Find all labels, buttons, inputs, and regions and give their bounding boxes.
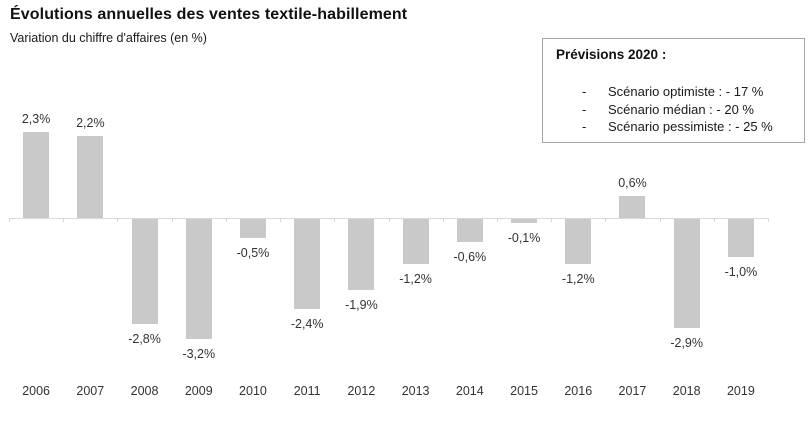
x-tick-label-2013: 2013	[401, 384, 430, 398]
value-label-2015: -0,1%	[507, 230, 541, 245]
bar-2008	[131, 219, 158, 324]
forecast-item-median: - Scénario médian : - 20 %	[543, 101, 804, 119]
x-tick-label-2011: 2011	[293, 384, 321, 398]
forecast-2020-box: Prévisions 2020 : - Scénario optimiste :…	[542, 38, 805, 143]
x-tick-label-2015: 2015	[510, 384, 538, 398]
forecast-box-title: Prévisions 2020 :	[556, 47, 667, 62]
x-axis-tick	[280, 218, 282, 222]
x-tick-label-2010: 2010	[239, 384, 267, 398]
dash-bullet: -	[582, 101, 587, 117]
x-axis-tick	[117, 218, 119, 222]
value-label-2014: -0,6%	[453, 249, 487, 264]
dash-bullet: -	[582, 119, 587, 134]
x-tick-label-2006: 2006	[22, 384, 50, 398]
value-label-2013: -1,2%	[399, 272, 432, 286]
bar-2010	[239, 219, 266, 238]
value-label-2007: 2,2%	[76, 115, 105, 130]
x-tick-label-2017: 2017	[618, 384, 647, 398]
x-axis-tick	[171, 218, 173, 222]
x-axis-tick	[9, 218, 10, 222]
dash-bullet: -	[582, 84, 587, 99]
x-axis-tick	[63, 218, 65, 222]
value-label-2018: -2,9%	[670, 335, 703, 350]
bar-2016	[565, 219, 592, 264]
x-tick-label-2019: 2019	[726, 384, 755, 398]
chart-title: Évolutions annuelles des ventes textile-…	[10, 6, 408, 23]
bar-2011	[294, 219, 321, 309]
bar-2009	[185, 219, 212, 339]
forecast-item-optimistic: - Scénario optimiste : - 17 %	[543, 83, 804, 101]
bar-2015	[511, 219, 538, 223]
forecast-item-label: Scénario pessimiste : - 25 %	[608, 119, 773, 134]
x-tick-label-2008: 2008	[130, 384, 159, 398]
x-axis-tick	[442, 218, 444, 222]
x-axis-tick	[225, 218, 227, 222]
bar-2007	[77, 135, 104, 218]
value-label-2011: -2,4%	[290, 317, 324, 331]
x-axis-tick	[605, 218, 607, 222]
x-tick-label-2018: 2018	[672, 384, 701, 398]
bar-2018	[673, 219, 700, 328]
forecast-list: - Scénario optimiste : - 17 % - Scénario…	[543, 83, 804, 136]
bar-2012	[348, 219, 375, 291]
value-label-2010: -0,5%	[236, 245, 270, 260]
bar-2013	[402, 219, 429, 264]
value-label-2019: -1,0%	[724, 264, 758, 279]
value-label-2016: -1,2%	[561, 272, 595, 286]
bar-2019	[727, 219, 754, 257]
value-label-2009: -3,2%	[182, 347, 216, 361]
x-axis-tick	[388, 218, 390, 222]
x-axis-tick	[496, 218, 498, 222]
x-tick-label-2014: 2014	[455, 384, 484, 398]
value-label-2006: 2,3%	[21, 111, 51, 126]
value-label-2017: 0,6%	[618, 175, 647, 190]
value-label-2012: -1,9%	[345, 298, 378, 313]
forecast-item-pessimistic: - Scénario pessimiste : - 25 %	[543, 118, 804, 136]
bar-2014	[456, 219, 483, 242]
x-tick-label-2012: 2012	[347, 384, 376, 398]
bar-2017	[619, 195, 646, 218]
bar-2006	[23, 131, 50, 218]
x-axis-tick	[768, 218, 769, 222]
x-axis-tick	[659, 218, 661, 222]
x-axis-tick	[713, 218, 715, 222]
x-tick-label-2009: 2009	[184, 384, 213, 398]
chart-subtitle: Variation du chiffre d'affaires (en %)	[10, 31, 207, 45]
x-axis-tick	[551, 218, 553, 222]
forecast-item-label: Scénario médian : - 20 %	[608, 101, 754, 117]
value-label-2008: -2,8%	[128, 332, 161, 346]
x-tick-label-2016: 2016	[564, 384, 593, 398]
x-axis-tick	[334, 218, 336, 222]
x-tick-label-2007: 2007	[76, 384, 105, 398]
forecast-item-label: Scénario optimiste : - 17 %	[608, 84, 764, 99]
